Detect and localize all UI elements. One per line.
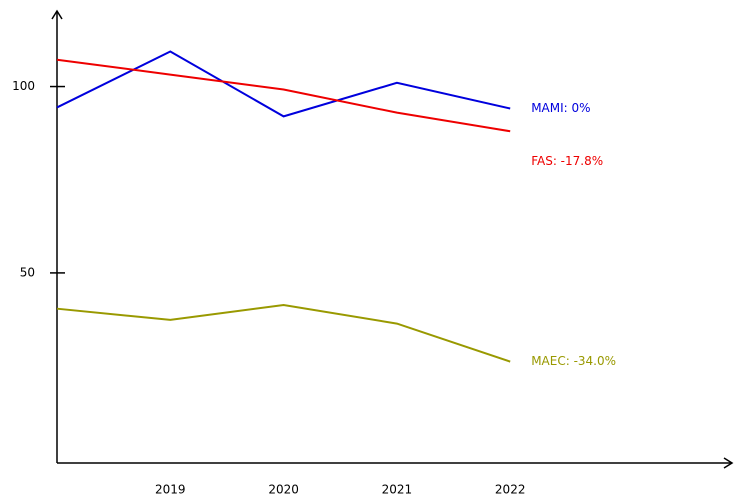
x-tick-label: 2021 (382, 483, 413, 497)
series-label: MAEC: -34.0% (531, 354, 616, 368)
x-tick-label: 2022 (495, 483, 526, 497)
x-axis-arrow (723, 457, 734, 469)
x-tick-label: 2019 (155, 483, 186, 497)
series-label: MAMI: 0% (531, 101, 590, 115)
y-tick-label: 100 (12, 79, 35, 93)
y-tick-label: 50 (20, 265, 35, 279)
series-label: FAS: -17.8% (531, 154, 603, 168)
y-axis-arrow (51, 9, 63, 20)
series-line (56, 303, 511, 363)
series-line (56, 58, 511, 133)
series-line (56, 50, 511, 118)
x-tick-label: 2020 (268, 483, 299, 497)
